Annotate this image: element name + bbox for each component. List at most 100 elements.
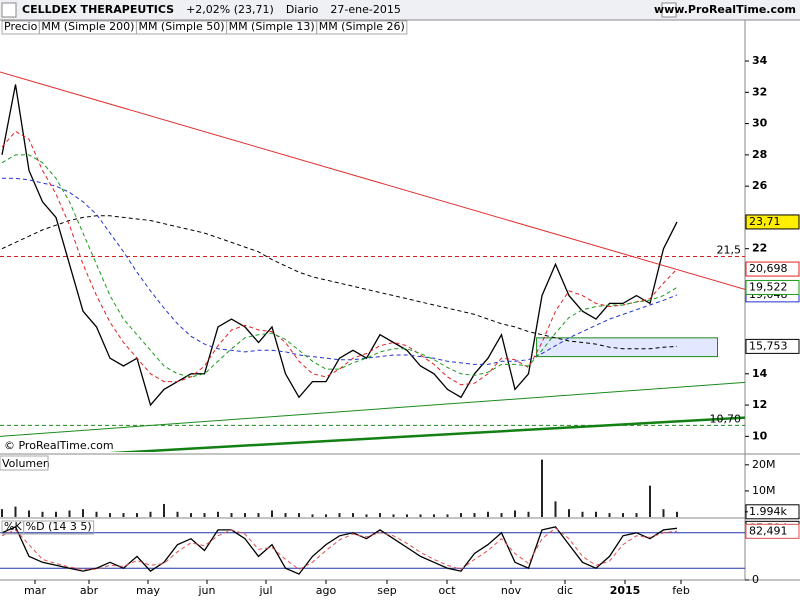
bar bbox=[82, 509, 84, 517]
y-tick-label: 34 bbox=[752, 54, 768, 67]
x-tick-label: jul bbox=[258, 584, 272, 597]
bar bbox=[325, 514, 327, 517]
series-line bbox=[2, 177, 678, 365]
bar bbox=[109, 513, 111, 517]
bar bbox=[433, 514, 435, 517]
bar bbox=[95, 511, 98, 517]
bar bbox=[352, 513, 354, 517]
highlight-box bbox=[536, 337, 718, 358]
value-label: 15,753 bbox=[749, 339, 788, 352]
bar bbox=[284, 513, 287, 517]
header-text: +2,02% (23,71) bbox=[186, 3, 274, 16]
bar bbox=[68, 510, 71, 517]
bar bbox=[311, 514, 314, 517]
legend-entry: MM (Simple 200) bbox=[41, 20, 134, 33]
legend-box bbox=[0, 455, 49, 471]
header-text: 27-ene-2015 bbox=[330, 3, 400, 16]
value-label-box bbox=[745, 279, 800, 295]
y-tick-label: 28 bbox=[752, 148, 767, 161]
bar bbox=[176, 511, 179, 517]
legend-box bbox=[316, 20, 408, 35]
bar bbox=[392, 514, 395, 517]
bar bbox=[595, 511, 597, 517]
bar bbox=[419, 514, 422, 517]
header-bar bbox=[0, 0, 800, 20]
bar bbox=[163, 503, 165, 517]
y-tick-label: 22 bbox=[752, 242, 767, 255]
level-label: 10,70 bbox=[710, 412, 742, 425]
x-tick-label: dic bbox=[557, 584, 573, 597]
level-label: 21,5 bbox=[717, 244, 742, 257]
bar bbox=[244, 513, 246, 517]
series-line bbox=[1, 215, 678, 350]
x-tick-label: feb bbox=[672, 584, 690, 597]
legend-entry: MM (Simple 13) bbox=[229, 20, 315, 33]
value-label: 1.994k bbox=[749, 505, 787, 518]
legend-entry: Precio bbox=[4, 20, 38, 33]
value-label: 82,491 bbox=[749, 524, 788, 537]
bar bbox=[136, 513, 138, 517]
bar bbox=[406, 514, 408, 517]
y-tick-label: 20M bbox=[752, 458, 776, 471]
bar bbox=[541, 459, 543, 517]
bar bbox=[365, 514, 368, 517]
x-tick-label: nov bbox=[501, 584, 522, 597]
x-tick-label: may bbox=[136, 584, 160, 597]
trend-line bbox=[0, 381, 745, 437]
series-line bbox=[1, 84, 678, 407]
bar bbox=[649, 485, 651, 517]
bar bbox=[662, 509, 665, 517]
bar bbox=[487, 511, 489, 517]
bar bbox=[514, 510, 516, 517]
bar bbox=[203, 513, 206, 517]
value-label-box bbox=[745, 338, 800, 354]
bar bbox=[217, 511, 219, 517]
header-icon bbox=[661, 2, 677, 18]
copyright: © ProRealTime.com bbox=[4, 439, 114, 452]
x-tick-label: 2015 bbox=[610, 584, 641, 597]
bar bbox=[149, 511, 152, 517]
bar bbox=[190, 513, 192, 517]
x-tick-label: oct bbox=[438, 584, 456, 597]
bar bbox=[527, 511, 530, 517]
bar bbox=[635, 513, 638, 517]
bar bbox=[230, 513, 233, 517]
x-tick-label: ago bbox=[316, 584, 337, 597]
bar bbox=[41, 511, 44, 517]
y-tick-label: 0 bbox=[752, 573, 759, 586]
y-tick-label: 12 bbox=[752, 398, 767, 411]
series-line bbox=[1, 527, 678, 570]
bar bbox=[338, 513, 341, 517]
value-label-box bbox=[745, 261, 800, 277]
y-tick-label: 30 bbox=[752, 117, 768, 130]
header-text: Diario bbox=[286, 3, 319, 16]
trend-line bbox=[0, 71, 745, 290]
legend-entry: %D (14 3 5) bbox=[26, 520, 92, 533]
bar bbox=[446, 514, 449, 517]
value-label: 19,522 bbox=[749, 280, 788, 293]
bar bbox=[271, 510, 273, 517]
value-label: 20,698 bbox=[749, 262, 788, 275]
y-tick-label: 14 bbox=[752, 367, 768, 380]
series-line bbox=[1, 526, 678, 575]
legend-entry: %K bbox=[4, 520, 22, 533]
y-tick-label: 32 bbox=[752, 85, 767, 98]
panel-title: Volumen bbox=[2, 457, 50, 470]
plot-area bbox=[0, 526, 745, 575]
x-tick-label: mar bbox=[24, 584, 46, 597]
bar bbox=[379, 513, 381, 517]
x-tick-label: abr bbox=[80, 584, 99, 597]
bar bbox=[473, 513, 476, 517]
legend-entry: MM (Simple 26) bbox=[319, 20, 405, 33]
bar bbox=[257, 513, 260, 517]
bar bbox=[554, 501, 557, 517]
bar bbox=[55, 511, 57, 517]
bar bbox=[1, 509, 3, 517]
x-tick-label: jun bbox=[198, 584, 216, 597]
header-text: CELLDEX THERAPEUTICS bbox=[22, 3, 174, 16]
bar bbox=[622, 513, 624, 517]
value-label: 23,71 bbox=[749, 215, 781, 228]
source: www.ProRealTime.com bbox=[654, 3, 796, 16]
